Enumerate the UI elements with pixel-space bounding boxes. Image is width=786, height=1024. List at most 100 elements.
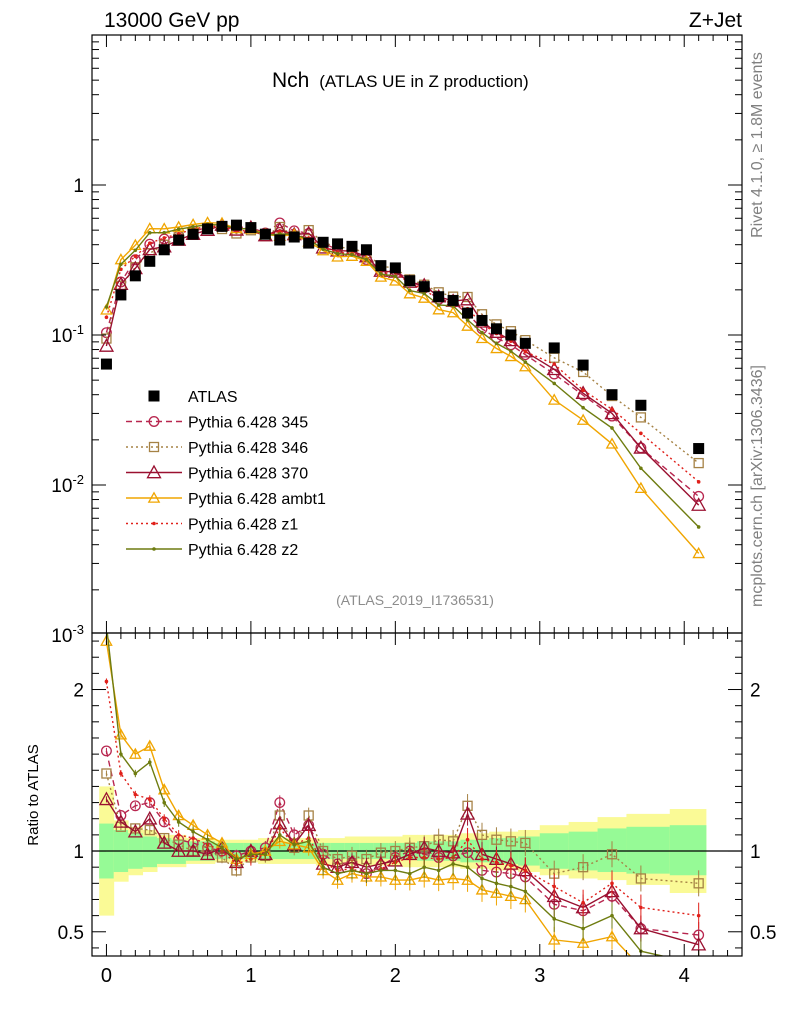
point-p370	[691, 497, 707, 511]
data-point-atlas	[115, 289, 127, 301]
legend-label-atlas: ATLAS	[188, 389, 238, 406]
data-point-atlas	[447, 294, 459, 306]
point-z2	[523, 360, 528, 364]
data-point-atlas	[505, 329, 517, 341]
legend-marker-ambt1	[147, 491, 161, 503]
ratio-point-z2	[393, 868, 398, 873]
point-z2	[494, 341, 499, 346]
data-point-atlas	[187, 228, 199, 240]
plot-title-main: Nch	[272, 69, 309, 92]
point-ambt1	[432, 303, 445, 315]
point-p370	[459, 291, 476, 306]
legend-marker-p370	[146, 464, 162, 479]
ratio-point-ambt1	[143, 739, 157, 751]
point-z1	[104, 315, 109, 320]
x-tick-label: 1	[245, 965, 256, 987]
ratio-point-z2	[191, 829, 195, 834]
legend-label-z1: Pythia 6.428 z1	[188, 517, 298, 534]
point-p346	[693, 457, 704, 469]
point-p370	[546, 361, 562, 376]
data-point-atlas	[202, 223, 214, 235]
beam-label: 13000 GeV pp	[104, 9, 239, 32]
ratio-point-p346	[505, 836, 517, 847]
ratio-point-z1	[494, 860, 499, 865]
ratio-point-ambt1	[389, 873, 402, 885]
point-z1	[133, 254, 138, 259]
data-point-atlas	[360, 244, 372, 256]
point-z2	[335, 251, 340, 256]
data-point-atlas	[158, 244, 170, 256]
point-z2	[176, 227, 181, 231]
point-ambt1	[519, 360, 532, 372]
ratio-point-z1	[610, 881, 614, 886]
ratio-point-z2	[350, 868, 354, 873]
ratio-point-z1	[176, 833, 181, 837]
data-point-atlas	[548, 342, 560, 354]
ratio-point-ambt1	[605, 930, 619, 942]
point-z2	[639, 466, 643, 471]
point-ambt1	[417, 291, 431, 303]
ratio-point-ambt1	[461, 873, 474, 885]
band-inner-segment	[142, 836, 158, 868]
data-point-atlas	[577, 359, 589, 371]
point-p345	[693, 490, 705, 502]
data-point-atlas	[173, 234, 185, 246]
point-ambt1	[692, 546, 705, 559]
ratio-point-z2	[523, 889, 528, 894]
ratio-point-p370	[156, 835, 172, 849]
y-tick-label-main: 1	[73, 176, 84, 197]
ratio-point-ambt1	[693, 975, 703, 984]
ratio-point-p346	[577, 862, 589, 873]
data-point-atlas	[462, 307, 474, 319]
point-z2	[162, 230, 167, 235]
ratio-point-p346	[520, 837, 531, 849]
ratio-point-p346	[635, 873, 647, 884]
legend-label-p370: Pythia 6.428 370	[188, 466, 308, 483]
ratio-point-p370	[127, 823, 143, 838]
plot-title: Nch (ATLAS UE in Z production)	[272, 69, 529, 92]
data-point-atlas	[259, 228, 271, 240]
point-z2	[191, 225, 195, 229]
point-z1	[552, 362, 557, 366]
ratio-series-layer	[98, 633, 707, 984]
point-z2	[509, 349, 513, 353]
ratio-point-z1	[523, 868, 528, 873]
legend-marker-atlas	[148, 390, 160, 402]
ratio-point-z1	[696, 913, 701, 918]
ratio-point-z2	[494, 881, 499, 886]
point-ambt1	[446, 306, 460, 318]
x-tick-label: 0	[101, 965, 112, 987]
ratio-point-p370	[633, 920, 649, 935]
data-point-atlas	[288, 231, 300, 243]
data-point-atlas	[144, 255, 156, 267]
ratio-point-ambt1	[403, 873, 417, 885]
ratio-point-ambt1	[157, 783, 171, 795]
data-point-atlas	[389, 262, 401, 274]
ratio-y-axis-label: Ratio to ATLAS	[25, 744, 42, 845]
y-tick-label-main: 10-3	[51, 622, 84, 647]
data-point-atlas	[274, 234, 286, 246]
point-ambt1	[490, 341, 503, 354]
point-ambt1	[374, 270, 388, 282]
point-z2	[379, 272, 383, 276]
point-z2	[422, 291, 427, 296]
ratio-point-p370	[546, 888, 562, 903]
point-p370	[633, 440, 649, 454]
point-p346	[635, 412, 647, 423]
ratio-point-p370	[185, 843, 201, 857]
ratio-point-z1	[407, 855, 412, 860]
data-point-atlas	[635, 399, 647, 411]
point-z2	[465, 318, 470, 322]
ratio-point-ambt1	[576, 936, 590, 948]
y-tick-label-ratio-left: 1	[73, 842, 84, 863]
ratio-point-ambt1	[129, 747, 142, 759]
legend-label-p345: Pythia 6.428 345	[188, 415, 308, 432]
point-z2	[133, 248, 138, 253]
y-tick-label-ratio-left: 2	[73, 681, 84, 702]
point-z2	[350, 252, 354, 257]
point-p370	[98, 338, 115, 352]
y-tick-label-ratio-right: 2	[750, 681, 761, 702]
ratio-point-z2	[133, 771, 138, 776]
data-point-atlas	[519, 337, 531, 349]
